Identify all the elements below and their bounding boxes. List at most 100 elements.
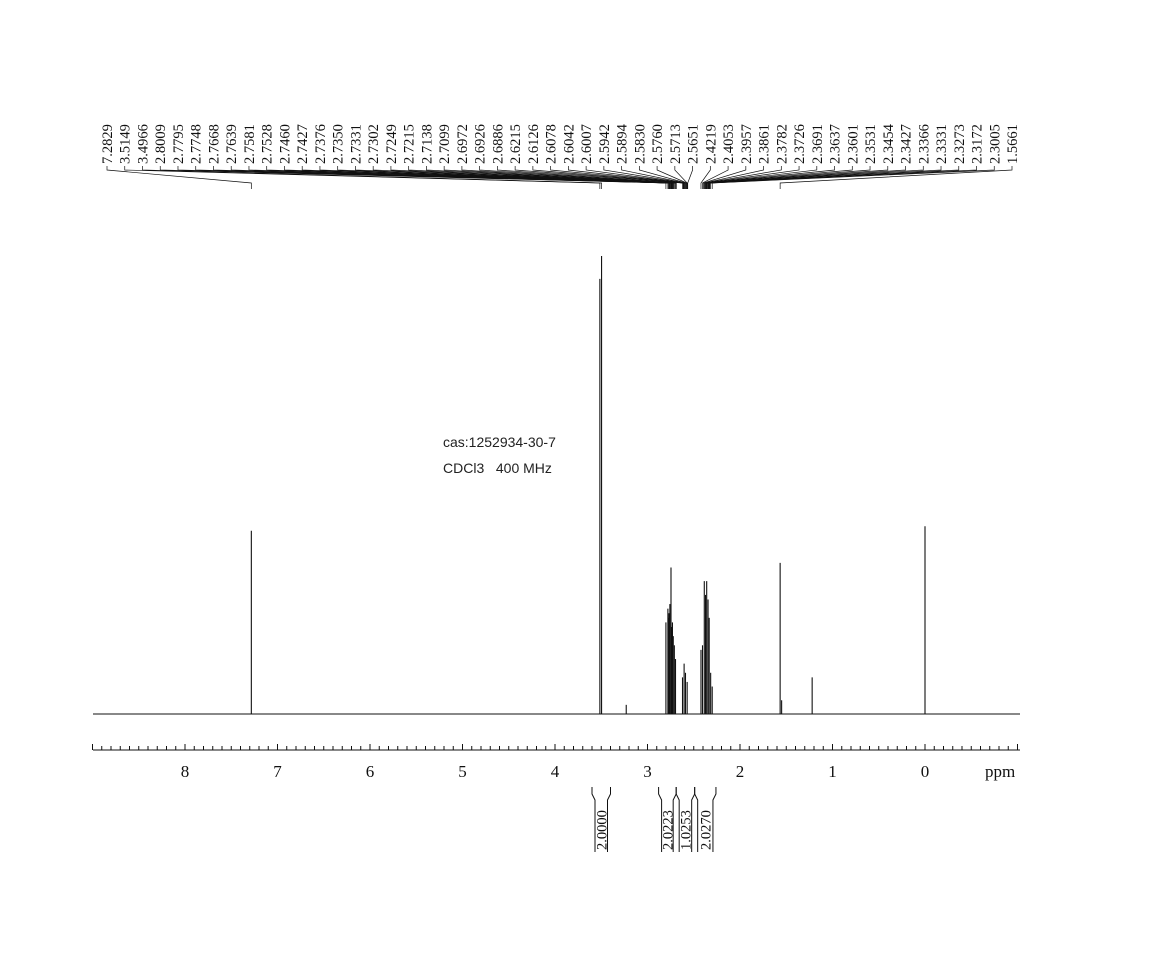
peak-label: 2.3427 bbox=[899, 124, 915, 164]
peak-connector bbox=[142, 166, 602, 189]
integral-bracket-left bbox=[658, 787, 663, 852]
peak-connector bbox=[703, 166, 764, 189]
peak-connector bbox=[479, 166, 677, 189]
peak-connector bbox=[779, 166, 1013, 189]
peak-label: 2.7138 bbox=[419, 124, 435, 164]
peak-label: 2.3601 bbox=[845, 124, 861, 164]
peak-connector bbox=[497, 166, 677, 189]
peak-label: 2.3861 bbox=[757, 124, 773, 164]
peak-connector bbox=[687, 166, 693, 189]
peak-connector bbox=[711, 166, 995, 189]
peak-connector-group bbox=[106, 166, 1013, 189]
peak-connector bbox=[585, 166, 685, 189]
peak-label: 2.3957 bbox=[739, 124, 755, 164]
peak-connector bbox=[705, 166, 818, 189]
peak-label: 2.7581 bbox=[242, 124, 258, 164]
peak-connector bbox=[706, 166, 853, 189]
peak-label: 2.5942 bbox=[597, 124, 613, 164]
peak-label: 2.3172 bbox=[970, 124, 986, 164]
peak-label: 2.3366 bbox=[916, 124, 932, 164]
peak-connector bbox=[707, 166, 906, 189]
peak-connector bbox=[532, 166, 684, 189]
peak-connector bbox=[708, 166, 942, 189]
peak-label: 2.7249 bbox=[384, 124, 400, 164]
peak-label: 2.4219 bbox=[703, 124, 719, 164]
peak-label: 2.7460 bbox=[277, 124, 293, 164]
integral-value: 2.0223 bbox=[660, 810, 676, 850]
peak-label: 1.5661 bbox=[1005, 124, 1021, 164]
peak-label: 2.7331 bbox=[348, 124, 364, 164]
peak-label: 2.6215 bbox=[508, 124, 524, 164]
peak-connector bbox=[443, 166, 675, 189]
peak-label: 2.7099 bbox=[437, 124, 453, 164]
peak-label: 2.7639 bbox=[224, 124, 240, 164]
peak-label: 2.5760 bbox=[650, 124, 666, 164]
sample-conditions: CDCl3 400 MHz bbox=[443, 460, 552, 476]
peak-connector bbox=[461, 166, 676, 189]
peak-connector bbox=[621, 166, 686, 189]
x-axis: 8 7 6 5 4 3 2 1 0 bbox=[92, 744, 1020, 781]
x-tick-label: 2 bbox=[736, 762, 745, 781]
integral-value: 1.0253 bbox=[678, 810, 694, 850]
peak-label: 2.7350 bbox=[331, 124, 347, 164]
integral-bracket-left bbox=[591, 787, 596, 852]
peak-label: 2.4053 bbox=[721, 124, 737, 164]
peak-label: 2.3454 bbox=[881, 123, 897, 164]
peak-label: 2.6126 bbox=[526, 124, 542, 164]
peak-connector bbox=[408, 166, 674, 189]
peak-connector bbox=[702, 166, 729, 189]
peak-label: 3.5149 bbox=[118, 124, 134, 164]
integral-value: 2.0270 bbox=[698, 810, 714, 850]
peak-label: 2.3005 bbox=[987, 124, 1003, 164]
peak-label: 2.3637 bbox=[828, 124, 844, 164]
x-tick-label: 7 bbox=[273, 762, 282, 781]
peak-label: 2.6886 bbox=[490, 124, 506, 164]
peak-connector bbox=[656, 166, 688, 189]
x-tick-label: 5 bbox=[458, 762, 467, 781]
peak-label: 2.6042 bbox=[561, 124, 577, 164]
peak-label: 2.7215 bbox=[402, 124, 418, 164]
peak-label: 2.5651 bbox=[686, 124, 702, 164]
peak-label: 2.7376 bbox=[313, 124, 329, 164]
peak-label: 2.8009 bbox=[153, 124, 169, 164]
peak-label: 2.7795 bbox=[171, 124, 187, 164]
peak-label: 7.2829 bbox=[100, 124, 116, 164]
peak-connector bbox=[603, 166, 686, 189]
peak-label-group: 7.2829 3.5149 3.4966 2.8009 2.7795 2.7748 2.76… bbox=[100, 123, 1021, 164]
peak-label: 2.7748 bbox=[189, 124, 205, 164]
integral-group: 2.0000 2.0223 1.0253 2.0270 bbox=[591, 787, 717, 852]
peak-label: 2.6926 bbox=[473, 124, 489, 164]
peak-label: 2.6078 bbox=[544, 124, 560, 164]
peak-connector bbox=[710, 166, 977, 189]
peak-connector bbox=[639, 166, 687, 189]
peak-label: 2.7302 bbox=[366, 124, 382, 164]
peak-label: 2.5713 bbox=[668, 124, 684, 164]
peak-connector bbox=[674, 166, 688, 189]
peak-label: 2.5830 bbox=[632, 124, 648, 164]
sample-cas-number: cas:1252934-30-7 bbox=[443, 434, 556, 450]
integral-bracket-right bbox=[712, 787, 717, 852]
x-tick-label: 8 bbox=[181, 762, 190, 781]
x-tick-label: 0 bbox=[921, 762, 930, 781]
x-tick-label: 4 bbox=[551, 762, 560, 781]
peak-connector bbox=[106, 166, 252, 189]
peak-label: 2.7427 bbox=[295, 124, 311, 164]
peak-group bbox=[250, 256, 926, 714]
peak-connector bbox=[426, 166, 675, 189]
peak-connector bbox=[706, 166, 871, 189]
integral-bracket-right bbox=[607, 787, 611, 852]
integral-bracket-left bbox=[675, 787, 680, 852]
peak-connector bbox=[514, 166, 683, 189]
peak-label: 2.7528 bbox=[260, 124, 276, 164]
peak-label: 2.5894 bbox=[615, 123, 631, 164]
peak-label: 2.3531 bbox=[863, 124, 879, 164]
peak-label: 2.3782 bbox=[774, 124, 790, 164]
peak-connector bbox=[704, 166, 782, 189]
peak-label: 2.3273 bbox=[952, 124, 968, 164]
peak-label: 2.7668 bbox=[206, 124, 222, 164]
x-tick-label: 3 bbox=[643, 762, 652, 781]
peak-connector bbox=[703, 166, 747, 189]
integral-bracket-left bbox=[694, 787, 699, 852]
x-tick-label: 1 bbox=[828, 762, 837, 781]
